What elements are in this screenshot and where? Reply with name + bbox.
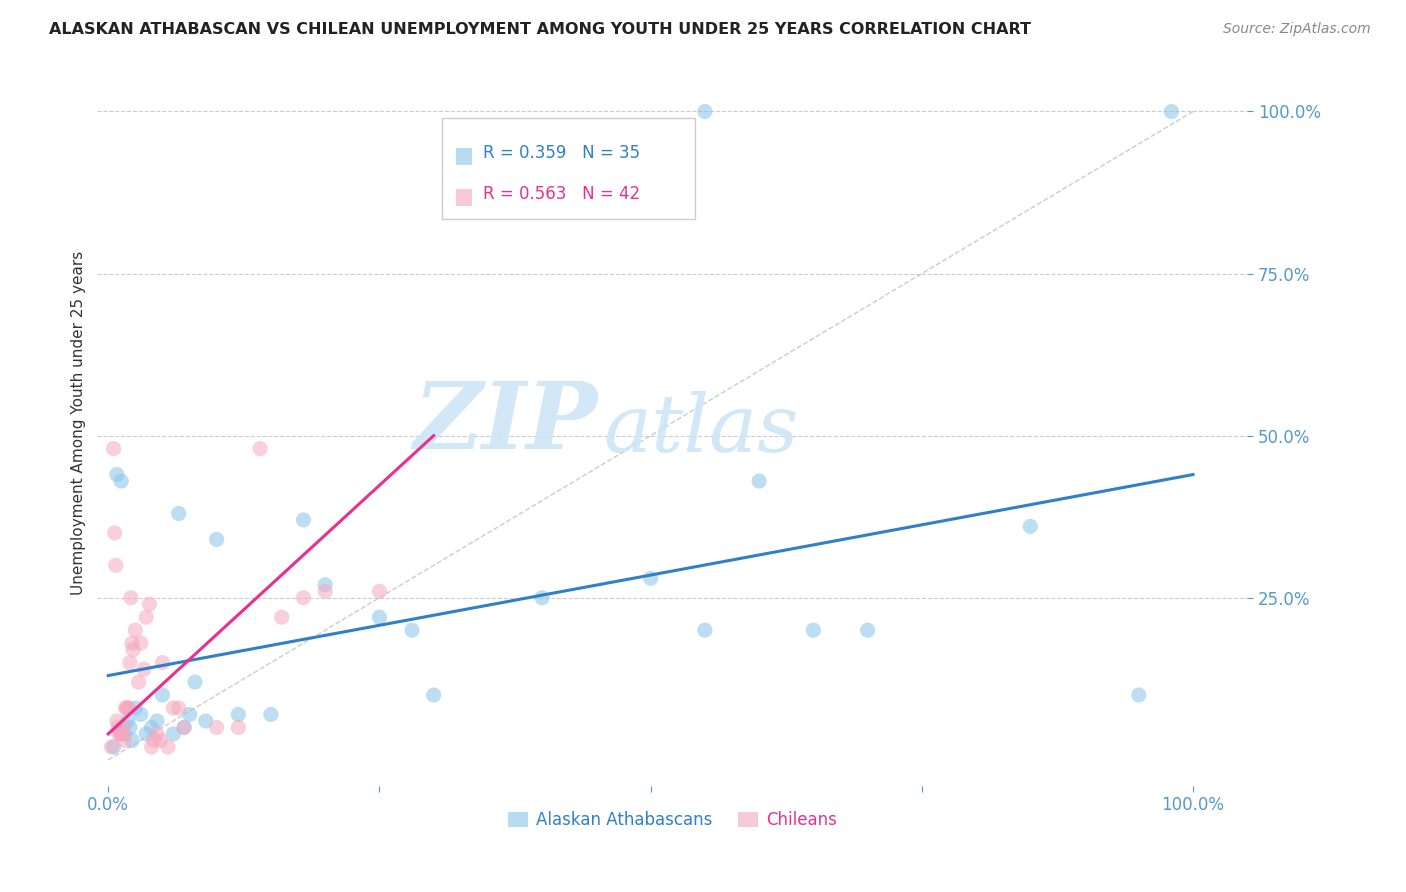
Point [401,623,423,637]
Point [117,714,139,728]
Point [249,442,271,456]
Point [128,675,150,690]
Point [693,104,716,119]
Text: R = 0.359   N = 35: R = 0.359 N = 35 [482,145,640,162]
Point [149,733,172,747]
Point [1160,104,1182,119]
Point [156,739,179,754]
Point [135,610,157,624]
Legend: Alaskan Athabascans, Chileans: Alaskan Athabascans, Chileans [501,805,844,836]
Y-axis label: Unemployment Among Youth under 25 years: Unemployment Among Youth under 25 years [72,251,86,595]
Point [104,525,127,540]
Point [132,662,155,676]
Point [748,474,770,488]
Point [640,571,662,585]
Point [228,707,250,722]
Point [146,714,169,728]
Point [110,474,132,488]
Point [1128,688,1150,702]
Point [173,721,195,735]
Point [173,721,195,735]
Point [104,558,127,573]
Point [117,701,139,715]
FancyBboxPatch shape [443,118,696,219]
Point [114,701,136,715]
Point [111,727,134,741]
Point [114,727,136,741]
Point [114,733,136,747]
Point [260,707,283,722]
Point [368,584,391,599]
Point [167,507,190,521]
Text: R = 0.563   N = 42: R = 0.563 N = 42 [482,185,640,203]
Point [100,739,122,754]
Bar [456,148,471,164]
Point [167,701,190,715]
Point [314,578,336,592]
Text: ZIP: ZIP [413,377,598,467]
Point [531,591,554,605]
Point [152,656,174,670]
Point [103,442,125,456]
Point [142,733,165,747]
Text: atlas: atlas [603,392,799,468]
Point [110,727,132,741]
Point [129,707,152,722]
Point [368,610,391,624]
Point [152,688,174,702]
Text: ALASKAN ATHABASCAN VS CHILEAN UNEMPLOYMENT AMONG YOUTH UNDER 25 YEARS CORRELATIO: ALASKAN ATHABASCAN VS CHILEAN UNEMPLOYME… [49,22,1031,37]
Point [138,597,160,611]
Point [103,739,125,754]
Point [162,701,184,715]
Point [801,623,824,637]
Point [135,727,157,741]
Point [105,714,128,728]
Point [205,721,228,735]
Point [108,727,131,741]
Text: Source: ZipAtlas.com: Source: ZipAtlas.com [1223,22,1371,37]
Point [107,721,129,735]
Point [179,707,201,722]
Point [112,721,135,735]
Point [141,721,163,735]
Point [162,727,184,741]
Point [194,714,217,728]
Point [124,623,146,637]
Point [129,636,152,650]
Point [121,636,143,650]
Point [108,727,131,741]
Point [292,513,315,527]
Point [693,623,716,637]
Point [184,675,207,690]
Point [105,467,128,482]
Point [205,533,228,547]
Point [856,623,879,637]
Point [122,642,145,657]
Point [118,701,141,715]
Point [141,739,163,754]
Bar [456,189,471,205]
Point [1019,519,1042,533]
Point [120,591,142,605]
Point [121,733,143,747]
Point [422,688,444,702]
Point [270,610,292,624]
Point [115,701,138,715]
Point [124,701,146,715]
Point [292,591,315,605]
Point [118,656,141,670]
Point [118,721,141,735]
Point [228,721,250,735]
Point [314,584,336,599]
Point [146,727,169,741]
